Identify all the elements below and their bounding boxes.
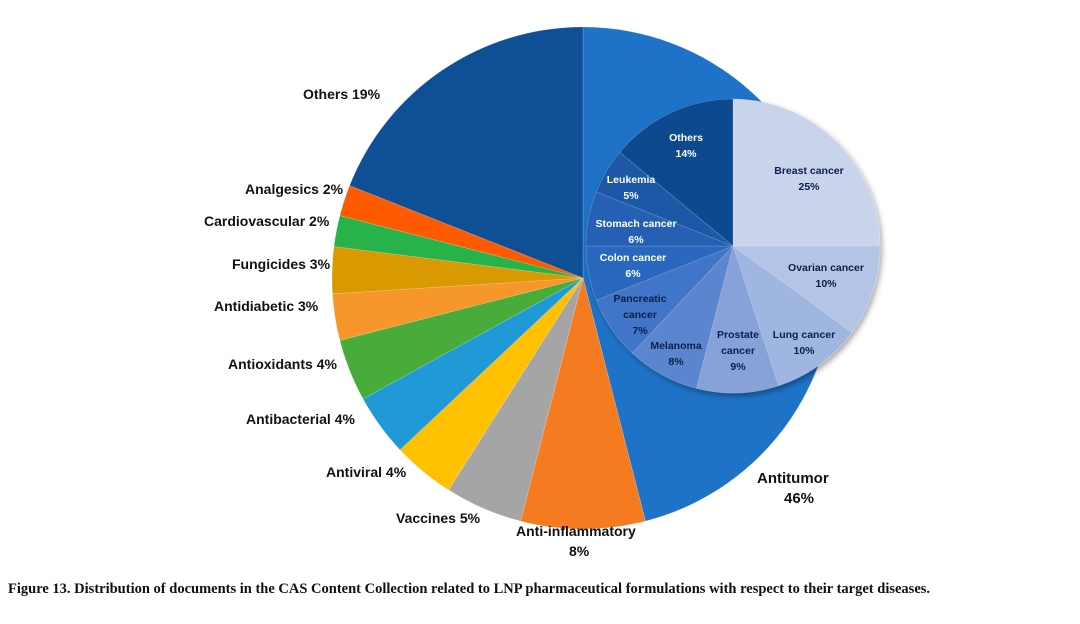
- antitumor-slice-ovarian-cancer: [732, 245, 881, 333]
- main-slice-antidiabetic: [332, 277, 584, 341]
- main-slice-cardiovascular: [333, 215, 584, 279]
- main-slice-anti-inflammatory: [520, 277, 646, 530]
- label-cardiovascular: Cardiovascular 2%: [204, 213, 330, 229]
- label-melanoma: Melanoma 8%: [650, 340, 702, 368]
- main-slice-analgesics: [339, 185, 584, 279]
- antitumor-slice-prostate-cancer: [696, 244, 779, 394]
- main-slice-antioxidants: [339, 277, 584, 400]
- figure-caption: Figure 13. Distribution of documents in …: [8, 581, 931, 597]
- label-anti-inflammatory: Anti-inflammatory: [516, 523, 636, 539]
- main-slice-vaccines: [448, 277, 584, 522]
- label-vaccines: Vaccines 5%: [396, 510, 481, 526]
- label-pancreatic-cancer: Pancreatic cancer 7%: [613, 293, 667, 337]
- label-analgesics: Analgesics 2%: [245, 181, 344, 197]
- label-anti-inflammatory-pct: 8%: [569, 543, 590, 559]
- label-stomach-cancer: Stomach cancer 6%: [595, 218, 677, 246]
- label-antitumor-pct: 46%: [784, 490, 815, 507]
- label-antitumor: Antitumor: [757, 470, 829, 487]
- label-antiviral: Antiviral 4%: [326, 464, 407, 480]
- main-slice-others: [349, 26, 584, 279]
- main-slice-fungicides: [331, 246, 584, 295]
- label-breast-cancer: Breast cancer 25%: [774, 165, 844, 193]
- main-slice-antiviral: [399, 277, 584, 491]
- label-others: Others 19%: [303, 86, 381, 102]
- label-leukemia: Leukemia 5%: [606, 174, 656, 202]
- label-fungicides: Fungicides 3%: [232, 256, 331, 272]
- label-colon-cancer: Colon cancer 6%: [599, 252, 667, 280]
- label-antidiabetic: Antidiabetic 3%: [214, 298, 319, 314]
- label-antibacterial: Antibacterial 4%: [246, 411, 355, 427]
- label-others-antitumor: Others 14%: [669, 132, 703, 160]
- pie-chart: [331, 26, 881, 530]
- antitumor-slice-breast-cancer: [732, 98, 881, 247]
- antitumor-slice-lung-cancer: [732, 245, 853, 387]
- label-lung-cancer: Lung cancer 10%: [772, 329, 836, 357]
- antitumor-slice-others: [619, 98, 734, 247]
- main-slice-antibacterial: [362, 277, 584, 451]
- label-prostate-cancer: Prostate cancer 9%: [716, 329, 759, 373]
- label-ovarian-cancer: Ovarian cancer 10%: [788, 262, 864, 290]
- label-antioxidants: Antioxidants 4%: [228, 356, 337, 372]
